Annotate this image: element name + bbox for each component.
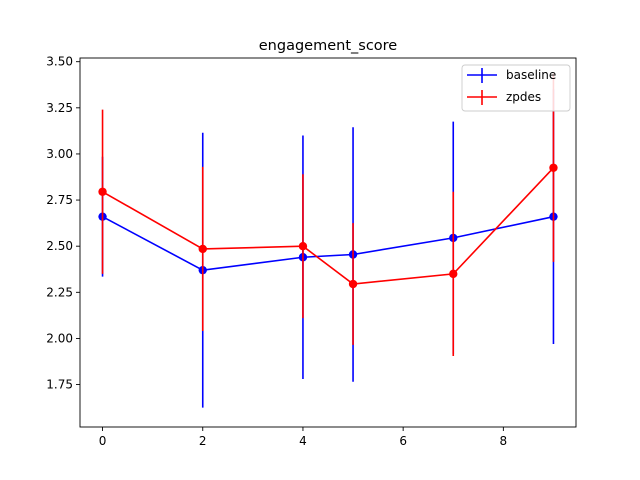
y-tick-label-4: 2.75 xyxy=(46,193,73,207)
x-tick-label-0: 0 xyxy=(99,434,107,448)
chart-title: engagement_score xyxy=(259,38,398,54)
zpdes-point-1 xyxy=(198,244,207,254)
axes-frame xyxy=(79,57,577,428)
y-tick-label-7: 3.50 xyxy=(46,55,73,69)
baseline-line xyxy=(102,215,554,272)
x-tick-label-1: 2 xyxy=(199,434,207,448)
zpdes-point-0 xyxy=(98,187,107,196)
y-tick-label-0: 1.75 xyxy=(46,378,73,392)
legend-label-baseline: baseline xyxy=(506,68,556,82)
zpdes-point-3 xyxy=(348,279,358,289)
zpdes-line xyxy=(102,167,555,285)
x-tick-label-3: 6 xyxy=(399,434,407,448)
y-tick-label-6: 3.25 xyxy=(46,101,73,115)
zpdes-point-4 xyxy=(449,269,458,279)
legend-box xyxy=(461,64,571,112)
x-tick-label-2: 4 xyxy=(299,434,307,448)
y-tick-label-2: 2.25 xyxy=(46,285,73,299)
legend: baseline zpdes xyxy=(461,64,571,112)
x-tick-label-4: 8 xyxy=(500,434,508,448)
y-tick-label-5: 3.00 xyxy=(46,147,73,161)
zpdes-point-2 xyxy=(298,241,308,251)
zpdes-point-5 xyxy=(549,163,558,172)
y-tick-label-1: 2.00 xyxy=(46,331,73,345)
y-tick-label-3: 2.50 xyxy=(46,239,73,253)
legend-label-zpdes: zpdes xyxy=(506,90,541,104)
plot-area: 0 2 4 6 8 1.75 2.00 2.25 2.50 2.75 3.00 3.25 3.50 xyxy=(46,55,558,448)
